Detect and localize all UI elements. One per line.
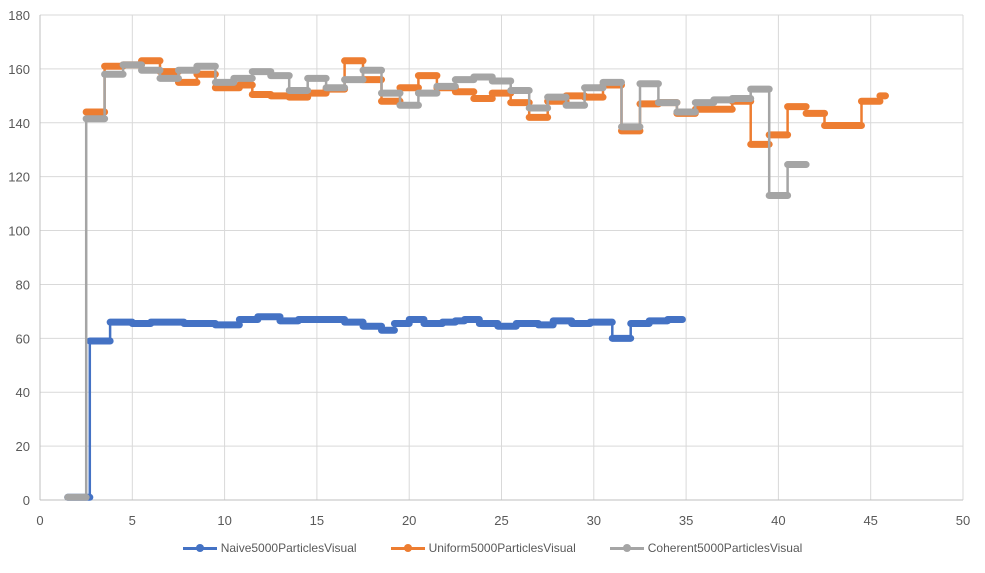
series-lines [64, 57, 889, 501]
y-tick-label: 160 [8, 62, 30, 77]
x-tick-label: 40 [771, 513, 785, 528]
x-tick-labels: 0 5 10 15 20 25 30 35 40 45 50 [36, 513, 970, 528]
legend-swatch-coherent [609, 542, 644, 554]
x-tick-label: 30 [587, 513, 601, 528]
y-tick-label: 180 [8, 8, 30, 23]
x-tick-label: 45 [863, 513, 877, 528]
x-tick-label: 10 [217, 513, 231, 528]
legend-item-uniform: Uniform5000ParticlesVisual [390, 541, 576, 555]
legend-label-coherent: Coherent5000ParticlesVisual [647, 541, 803, 555]
legend-swatch-naive [182, 542, 217, 554]
legend-swatch-uniform [390, 542, 425, 554]
x-tick-label: 20 [402, 513, 416, 528]
y-tick-label: 60 [16, 331, 30, 346]
x-tick-label: 25 [494, 513, 508, 528]
legend-label-uniform: Uniform5000ParticlesVisual [428, 541, 576, 555]
x-tick-label: 50 [956, 513, 970, 528]
x-tick-label: 0 [36, 513, 43, 528]
x-tick-label: 5 [129, 513, 136, 528]
y-tick-labels: 0 20 40 60 80 100 120 140 160 180 [8, 8, 30, 508]
y-tick-label: 140 [8, 116, 30, 131]
series-2 [64, 61, 810, 501]
y-tick-label: 100 [8, 224, 30, 239]
legend: Naive5000ParticlesVisual Uniform5000Part… [0, 541, 985, 555]
series-1 [82, 57, 889, 148]
legend-item-coherent: Coherent5000ParticlesVisual [609, 541, 803, 555]
x-tick-label: 15 [310, 513, 324, 528]
y-tick-label: 40 [16, 385, 30, 400]
legend-label-naive: Naive5000ParticlesVisual [220, 541, 357, 555]
y-tick-label: 0 [23, 493, 30, 508]
series-line [67, 315, 683, 499]
series-0 [64, 313, 686, 501]
axes [39, 15, 963, 501]
x-tick-label: 35 [679, 513, 693, 528]
y-tick-label: 80 [16, 277, 30, 292]
gridlines [40, 14, 964, 500]
series-line [67, 63, 807, 499]
legend-item-naive: Naive5000ParticlesVisual [182, 541, 357, 555]
y-tick-label: 20 [16, 439, 30, 454]
y-tick-label: 120 [8, 170, 30, 185]
